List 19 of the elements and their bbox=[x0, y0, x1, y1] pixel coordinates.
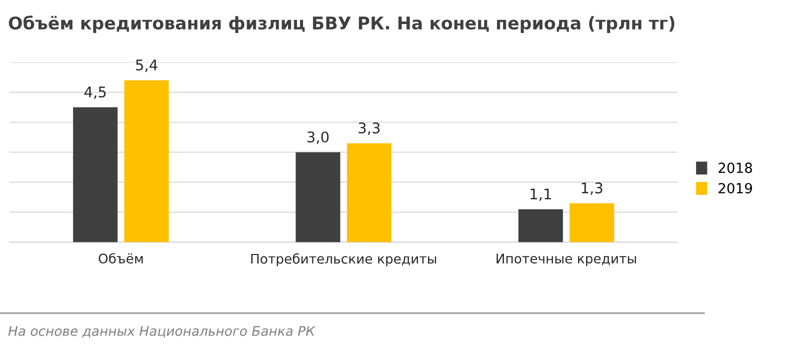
chart-title: Объём кредитования физлиц БВУ РК. На конец периода (трлн тг) bbox=[8, 16, 674, 33]
data-label: 3,3 bbox=[358, 122, 380, 135]
bar bbox=[570, 203, 614, 242]
text: На основе данных Национального Банка РК bbox=[8, 326, 316, 338]
data-label: 5,4 bbox=[136, 60, 158, 72]
data-label: 3,0 bbox=[308, 131, 329, 144]
legend-label: 2019 bbox=[718, 182, 752, 194]
bar bbox=[518, 209, 563, 242]
bar bbox=[346, 143, 392, 242]
data-label: 1,1 bbox=[530, 188, 551, 201]
data-label: 1,3 bbox=[582, 182, 602, 195]
x-tick-label: Потребительские кредиты bbox=[251, 253, 436, 266]
data-label: 4,5 bbox=[84, 86, 106, 99]
bar bbox=[124, 80, 169, 242]
legend-label: 2018 bbox=[718, 162, 752, 174]
x-tick-label: Объём bbox=[98, 253, 143, 264]
x-tick-label: Ипотечные кредиты bbox=[496, 254, 636, 266]
bar bbox=[296, 152, 340, 242]
bar bbox=[73, 107, 118, 242]
